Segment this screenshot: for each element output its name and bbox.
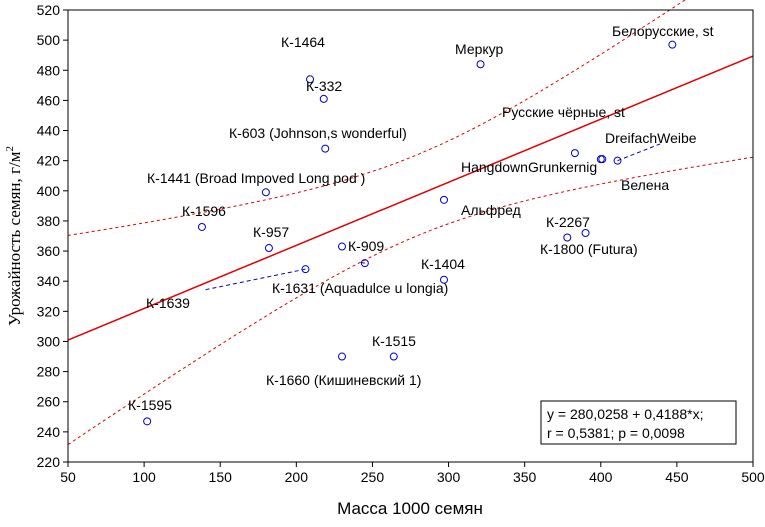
data-point	[389, 352, 398, 361]
equation-line-1: y = 280,0258 + 0,4188*x;	[547, 406, 703, 422]
y-tick-label: 380	[37, 213, 61, 229]
x-tick-label: 400	[589, 469, 613, 485]
regression-layer	[67, 0, 754, 446]
point-label: HangdownGrunkernig	[461, 159, 597, 175]
data-point	[338, 242, 346, 251]
x-tick-label: 200	[285, 469, 309, 485]
data-point	[360, 259, 369, 268]
data-point	[476, 60, 485, 69]
x-axis-ticks: 50 100 150 200 250 300 350 400 450 500	[60, 462, 765, 485]
data-point	[439, 195, 448, 204]
point-label: К-1631 (Aquadulce u longia)	[272, 280, 448, 296]
x-tick-label: 250	[361, 469, 385, 485]
x-tick-label: 300	[437, 469, 461, 485]
y-tick-label: 500	[37, 32, 61, 48]
point-labels: К-1464 К-332 К-603 (Johnson,s wonderful) Ме…	[128, 23, 714, 413]
x-tick-label: 50	[60, 469, 76, 485]
data-point	[319, 94, 328, 103]
equation-line-2: r = 0,5381; p = 0,0098	[547, 425, 685, 441]
plot-frame	[67, 9, 754, 463]
y-tick-label: 300	[37, 333, 61, 349]
point-label: Альфред	[461, 202, 521, 218]
data-points	[143, 40, 677, 426]
point-label: К-1596	[182, 203, 226, 219]
y-tick-label: 220	[37, 454, 61, 470]
confidence-upper	[67, 0, 686, 236]
point-label: Белорусские, st	[612, 23, 714, 39]
x-tick-label: 500	[741, 469, 765, 485]
y-axis-ticks: 220 240 260 280 300 320 340 360 380 400 420 440 460 4…	[37, 2, 68, 470]
data-point	[321, 144, 330, 153]
point-label: К-909	[348, 238, 384, 254]
point-label: К-1595	[128, 397, 172, 413]
equation-box: y = 280,0258 + 0,4188*x; r = 0,5381; p =…	[540, 400, 737, 445]
point-label: К-1404	[421, 256, 465, 272]
data-point	[439, 275, 448, 284]
point-label: К-1441 (Broad Impoved Long pod )	[147, 170, 365, 186]
x-tick-label: 350	[513, 469, 537, 485]
y-tick-label: 260	[37, 394, 61, 410]
y-axis-title-main: Урожайность семян, г/м	[5, 151, 24, 326]
leader-line	[203, 268, 306, 291]
equation-box-frame	[540, 400, 737, 445]
y-axis-title: Урожайность семян, г/м2	[4, 146, 24, 326]
data-point	[306, 75, 315, 84]
point-label: К-957	[253, 224, 289, 240]
point-label: К-603 (Johnson,s wonderful)	[229, 125, 407, 141]
point-label: Меркур	[455, 41, 504, 57]
point-label: К-1660 (Кишиневский 1)	[266, 372, 421, 388]
x-tick-label: 450	[665, 469, 689, 485]
data-point	[197, 222, 206, 231]
point-label: К-1515	[372, 333, 416, 349]
y-tick-label: 460	[37, 92, 61, 108]
data-point	[143, 417, 152, 426]
point-label: Велена	[621, 177, 669, 193]
y-axis-title-superscript: 2	[4, 146, 16, 152]
data-point	[598, 155, 607, 164]
y-tick-label: 280	[37, 364, 61, 380]
point-label: К-1639	[146, 295, 190, 311]
point-label: К-332	[306, 78, 342, 94]
y-tick-label: 400	[37, 183, 61, 199]
data-point	[613, 156, 622, 165]
point-label: Русские чёрные, st	[502, 104, 625, 120]
point-label: К-1464	[281, 34, 325, 50]
point-label: DreifachWeibe	[605, 130, 697, 146]
y-tick-label: 340	[37, 273, 61, 289]
data-point	[264, 244, 273, 253]
y-tick-label: 320	[37, 303, 61, 319]
leader-line	[617, 143, 661, 162]
data-point	[570, 149, 579, 158]
y-tick-label: 440	[37, 123, 61, 139]
data-point	[668, 40, 677, 49]
data-point	[581, 228, 590, 237]
y-tick-label: 520	[37, 2, 61, 18]
data-point	[301, 265, 310, 274]
y-tick-label: 480	[37, 62, 61, 78]
regression-line	[67, 55, 754, 341]
y-tick-label: 240	[37, 424, 61, 440]
point-label: К-1800 (Futura)	[540, 241, 638, 257]
x-tick-label: 100	[132, 469, 156, 485]
x-axis-title: Масса 1000 семян	[337, 499, 483, 518]
y-tick-label: 360	[37, 243, 61, 259]
y-tick-label: 420	[37, 153, 61, 169]
data-point	[338, 352, 346, 361]
x-tick-label: 150	[209, 469, 233, 485]
data-point	[563, 233, 572, 242]
data-point	[261, 188, 270, 197]
confidence-lower	[67, 156, 754, 446]
point-label: К-2267	[546, 214, 590, 230]
